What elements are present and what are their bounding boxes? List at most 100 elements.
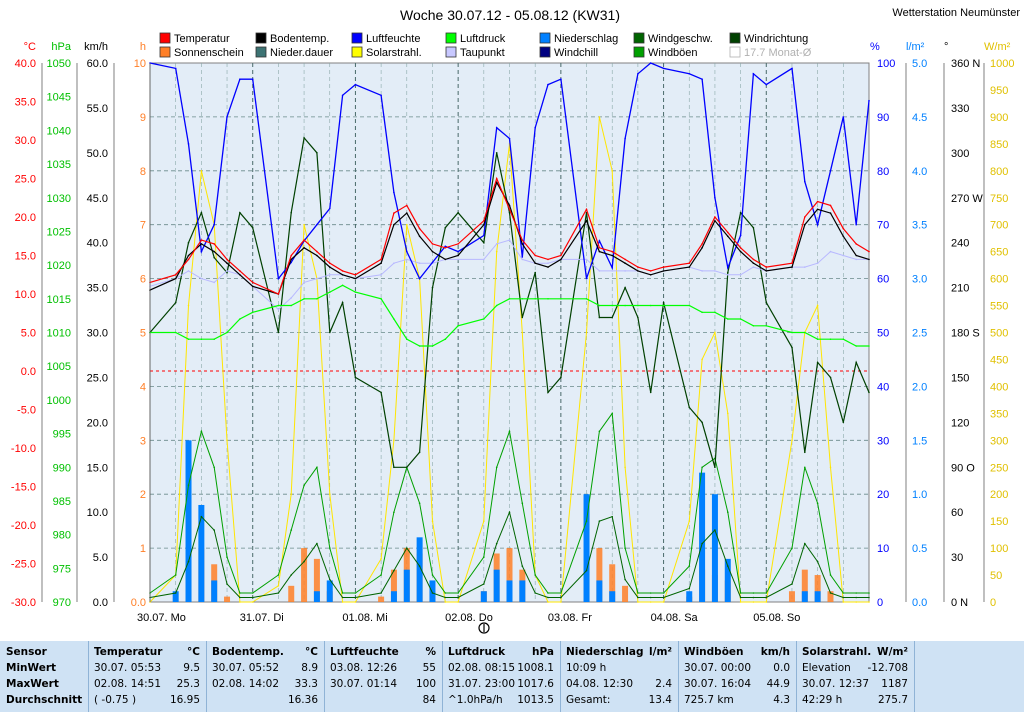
dewpoint-point (303, 281, 305, 284)
pressure-point (611, 304, 613, 307)
rain-bar (493, 569, 500, 602)
wind-direction-point (495, 152, 498, 154)
wind-gust-point (585, 520, 588, 522)
humidity-axis-unit: % (870, 41, 880, 53)
soil-temp-point (624, 262, 626, 265)
solar-point (239, 601, 241, 603)
wind-direction-point (868, 391, 870, 394)
humidity-point (624, 137, 626, 140)
wind-direction-point (637, 316, 639, 319)
rain-bar (198, 504, 205, 602)
humidity-point (791, 67, 793, 70)
wind-gust-point (842, 592, 845, 594)
wind-axis-tick: 10.0 (87, 507, 108, 519)
wind-speed-point (804, 542, 806, 545)
wind-direction-point (649, 391, 652, 394)
stats-column: Windböen km/h 30.07. 00:00 0.0 30.07. 16:04 4… (678, 641, 797, 712)
legend-swatch (351, 32, 363, 44)
humidity-axis-tick: 10 (877, 543, 889, 555)
solar-point (406, 223, 408, 226)
wind-gust-point (226, 556, 228, 558)
rain-bar (519, 580, 526, 602)
soil-temp-point (495, 181, 498, 184)
rain-axis-tick: 3.0 (912, 274, 927, 286)
legend-label: Windgeschw. (648, 33, 713, 45)
soil-temp-point (868, 258, 870, 261)
dewpoint-point (316, 277, 318, 280)
legend-label: Bodentemp. (270, 33, 329, 45)
solar-point (483, 520, 485, 522)
soil-temp-point (829, 212, 832, 214)
solar-point (457, 601, 459, 603)
wind-speed-point (303, 560, 305, 563)
wind-speed-point (611, 515, 613, 518)
pressure-axis-tick: 970 (53, 597, 71, 609)
wind-speed-point (277, 592, 280, 594)
humidity-point (444, 245, 447, 248)
direction-axis-tick: 270 W (951, 193, 983, 205)
wind-speed-point (251, 596, 254, 599)
bar-layer (172, 440, 834, 602)
wind-direction-point (316, 152, 318, 154)
soil-temp-point (804, 223, 806, 226)
temperature-point (483, 220, 485, 222)
solar-axis-tick: 200 (990, 489, 1008, 501)
soil-temp-point (483, 223, 485, 226)
wind-direction-point (483, 241, 485, 244)
wind-gust-point (791, 547, 793, 549)
temperature-point (380, 258, 382, 261)
temperature-point (290, 254, 293, 257)
wind-speed-point (585, 569, 588, 572)
solar-axis-tick: 1000 (990, 58, 1014, 70)
wind-direction-point (354, 376, 357, 379)
pressure-point (431, 345, 434, 347)
sun-axis-unit: h (140, 41, 146, 53)
pressure-point (418, 345, 421, 347)
solar-point (226, 439, 228, 442)
wind-gust-point (804, 466, 806, 469)
dewpoint-point (611, 270, 613, 272)
legend-swatch (539, 32, 551, 44)
stats-header-unit: hPa (532, 646, 554, 658)
dewpoint-point (701, 270, 703, 272)
humidity-axis-tick: 60 (877, 274, 889, 286)
solar-axis-tick: 650 (990, 247, 1008, 259)
sunshine-bar (827, 591, 834, 602)
temperature-point (791, 262, 793, 265)
stats-cell-label: 31.07. 23:00 (448, 678, 515, 690)
soil-temp-point (444, 258, 447, 261)
wind-gust-point (649, 592, 652, 594)
wind-direction-point (444, 226, 447, 229)
solar-point (200, 170, 203, 172)
wind-gust-point (354, 592, 357, 594)
humidity-point (804, 180, 806, 183)
dewpoint-point (277, 308, 280, 311)
temperature-point (329, 262, 331, 265)
pressure-point (495, 304, 498, 307)
solar-axis-tick: 300 (990, 435, 1008, 447)
temperature-point (277, 293, 280, 295)
wind-speed-point (727, 565, 729, 567)
wind-direction-point (842, 421, 845, 424)
solar-point (714, 331, 716, 334)
rain-axis-tick: 4.5 (912, 112, 927, 124)
sunshine-bar (622, 585, 629, 602)
soil-temp-point (431, 250, 434, 253)
rain-bar (506, 580, 513, 602)
legend-swatch (729, 46, 741, 58)
humidity-point (649, 62, 652, 64)
stats-cell-label: 30.07. 00:00 (684, 662, 751, 674)
wind-gust-line (149, 412, 869, 594)
soil-temp-point (187, 254, 190, 257)
temperature-point (393, 212, 395, 214)
wind-gust-point (341, 592, 344, 594)
pressure-point (303, 298, 305, 300)
dewpoint-point (495, 243, 498, 245)
temperature-point (547, 258, 549, 261)
wind-direction-point (662, 301, 665, 304)
pressure-point (444, 338, 447, 341)
wind-direction-point (277, 331, 280, 334)
pressure-point (251, 311, 254, 314)
wind-speed-point (598, 520, 601, 522)
cursor-icon[interactable] (478, 622, 490, 634)
